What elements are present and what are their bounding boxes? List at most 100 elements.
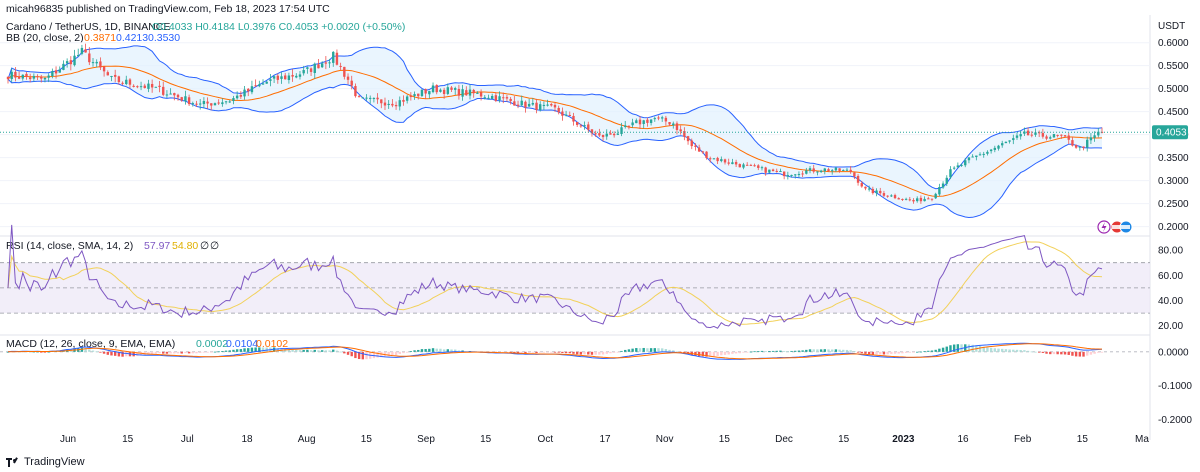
candle[interactable]: [978, 152, 982, 156]
candle[interactable]: [853, 171, 856, 180]
candle[interactable]: [786, 171, 790, 180]
candle[interactable]: [1086, 136, 1089, 152]
candle[interactable]: [176, 93, 180, 101]
candle[interactable]: [808, 166, 812, 174]
candle[interactable]: [638, 116, 642, 129]
candle[interactable]: [579, 124, 583, 128]
candle[interactable]: [742, 162, 745, 170]
candle[interactable]: [117, 75, 121, 85]
candle[interactable]: [919, 195, 923, 204]
last-price-tag[interactable]: [1152, 125, 1188, 140]
candle[interactable]: [901, 198, 904, 201]
candle[interactable]: [1067, 132, 1070, 145]
candle[interactable]: [1004, 141, 1008, 144]
candle[interactable]: [664, 115, 668, 126]
candle[interactable]: [80, 44, 84, 56]
candle[interactable]: [989, 148, 993, 154]
candle[interactable]: [65, 58, 69, 68]
candle[interactable]: [1049, 135, 1052, 140]
candle[interactable]: [605, 129, 608, 140]
candle[interactable]: [428, 90, 431, 99]
candle[interactable]: [816, 171, 819, 176]
candle[interactable]: [258, 80, 261, 88]
candle[interactable]: [598, 128, 601, 137]
candle[interactable]: [269, 73, 272, 87]
candle[interactable]: [343, 66, 346, 80]
macd-pane[interactable]: [0, 342, 1150, 360]
candle[interactable]: [409, 92, 413, 101]
candle[interactable]: [346, 73, 350, 85]
candle[interactable]: [195, 100, 198, 107]
candle[interactable]: [727, 158, 730, 166]
candle[interactable]: [77, 48, 80, 57]
candle[interactable]: [527, 98, 531, 108]
candle[interactable]: [446, 83, 450, 96]
candle[interactable]: [206, 97, 209, 109]
candle[interactable]: [173, 92, 176, 101]
candle[interactable]: [43, 77, 47, 83]
candle[interactable]: [520, 95, 523, 107]
candle[interactable]: [369, 95, 372, 104]
candle[interactable]: [91, 57, 95, 67]
candle[interactable]: [705, 151, 708, 160]
candle[interactable]: [827, 167, 830, 172]
candle[interactable]: [365, 94, 368, 101]
candle[interactable]: [830, 169, 834, 175]
candle[interactable]: [782, 171, 786, 180]
candlestick-series[interactable]: [0, 43, 1150, 204]
candle[interactable]: [657, 115, 660, 121]
candle[interactable]: [819, 169, 823, 173]
candle[interactable]: [1008, 140, 1011, 144]
candle[interactable]: [734, 159, 738, 168]
candle[interactable]: [583, 121, 586, 130]
candle[interactable]: [235, 91, 239, 100]
candle[interactable]: [867, 185, 871, 192]
candle[interactable]: [701, 150, 705, 154]
candle[interactable]: [812, 164, 815, 174]
candle[interactable]: [276, 73, 280, 84]
candle[interactable]: [383, 97, 387, 111]
candle[interactable]: [871, 186, 875, 195]
candle[interactable]: [62, 60, 65, 71]
candle[interactable]: [372, 97, 376, 103]
candle[interactable]: [912, 198, 915, 204]
candle[interactable]: [40, 74, 43, 83]
candle[interactable]: [904, 197, 908, 201]
candle[interactable]: [283, 72, 287, 80]
candle[interactable]: [916, 196, 919, 203]
candle[interactable]: [121, 81, 124, 86]
candle[interactable]: [794, 173, 797, 179]
candle[interactable]: [36, 74, 39, 81]
candle[interactable]: [572, 112, 575, 126]
candle[interactable]: [546, 99, 549, 107]
candle[interactable]: [805, 167, 808, 175]
candle[interactable]: [646, 117, 649, 127]
candle[interactable]: [971, 154, 974, 158]
candle[interactable]: [539, 101, 542, 112]
candle[interactable]: [461, 84, 464, 101]
candle[interactable]: [927, 196, 930, 200]
candle[interactable]: [856, 174, 860, 186]
candle[interactable]: [17, 71, 21, 80]
candle[interactable]: [768, 169, 771, 174]
candle[interactable]: [32, 73, 36, 82]
candle[interactable]: [6, 76, 10, 84]
candle[interactable]: [88, 46, 91, 66]
candle[interactable]: [1071, 137, 1074, 147]
candle[interactable]: [694, 143, 697, 151]
candle[interactable]: [58, 66, 61, 73]
candle[interactable]: [361, 97, 365, 99]
candle[interactable]: [169, 88, 172, 95]
candle[interactable]: [945, 175, 948, 187]
candle[interactable]: [402, 95, 405, 106]
candle[interactable]: [457, 84, 461, 100]
candle[interactable]: [298, 71, 302, 80]
candle[interactable]: [191, 101, 194, 107]
candle[interactable]: [387, 100, 390, 109]
candle[interactable]: [487, 94, 490, 100]
candle[interactable]: [683, 127, 686, 141]
candle[interactable]: [232, 95, 235, 105]
candle[interactable]: [653, 116, 656, 122]
candle[interactable]: [601, 134, 605, 142]
candle[interactable]: [210, 103, 213, 111]
